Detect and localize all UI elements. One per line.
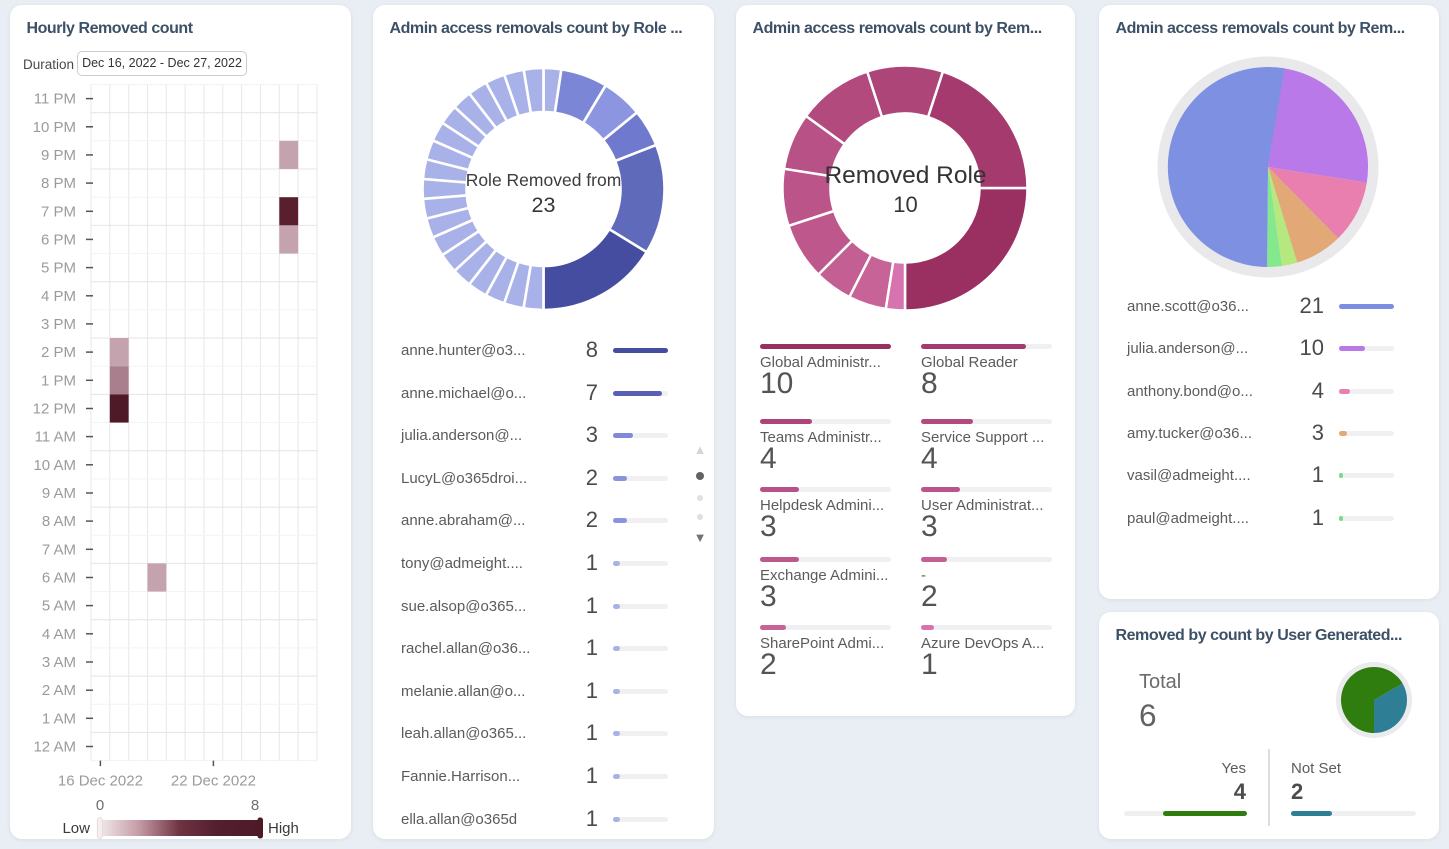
svg-text:2 PM: 2 PM — [41, 344, 76, 361]
svg-text:22 Dec 2022: 22 Dec 2022 — [171, 773, 256, 790]
svg-text:Low: Low — [62, 820, 90, 837]
svg-text:11 AM: 11 AM — [35, 429, 76, 446]
svg-text:16 Dec 2022: 16 Dec 2022 — [58, 773, 143, 790]
svg-text:12 PM: 12 PM — [33, 401, 76, 418]
svg-text:2 AM: 2 AM — [42, 682, 76, 699]
svg-text:7 AM: 7 AM — [42, 541, 76, 558]
svg-text:3 PM: 3 PM — [41, 316, 76, 333]
svg-text:4 PM: 4 PM — [41, 288, 76, 305]
svg-text:High: High — [268, 820, 299, 837]
svg-text:6 PM: 6 PM — [41, 231, 76, 248]
svg-text:1 AM: 1 AM — [42, 710, 76, 727]
svg-text:5 AM: 5 AM — [42, 598, 76, 615]
svg-text:1 PM: 1 PM — [41, 372, 76, 389]
svg-text:7 PM: 7 PM — [41, 203, 76, 220]
svg-text:12 AM: 12 AM — [33, 739, 76, 756]
svg-text:10 PM: 10 PM — [33, 119, 76, 136]
svg-text:8 AM: 8 AM — [42, 513, 76, 530]
svg-text:4 AM: 4 AM — [42, 626, 76, 643]
svg-text:3 AM: 3 AM — [42, 654, 76, 671]
svg-text:9 AM: 9 AM — [42, 485, 76, 502]
svg-text:8 PM: 8 PM — [41, 175, 76, 192]
svg-text:6 AM: 6 AM — [42, 570, 76, 587]
svg-text:10 AM: 10 AM — [33, 457, 76, 474]
svg-text:9 PM: 9 PM — [41, 147, 76, 164]
svg-text:11 PM: 11 PM — [34, 91, 76, 108]
svg-text:5 PM: 5 PM — [41, 260, 76, 277]
